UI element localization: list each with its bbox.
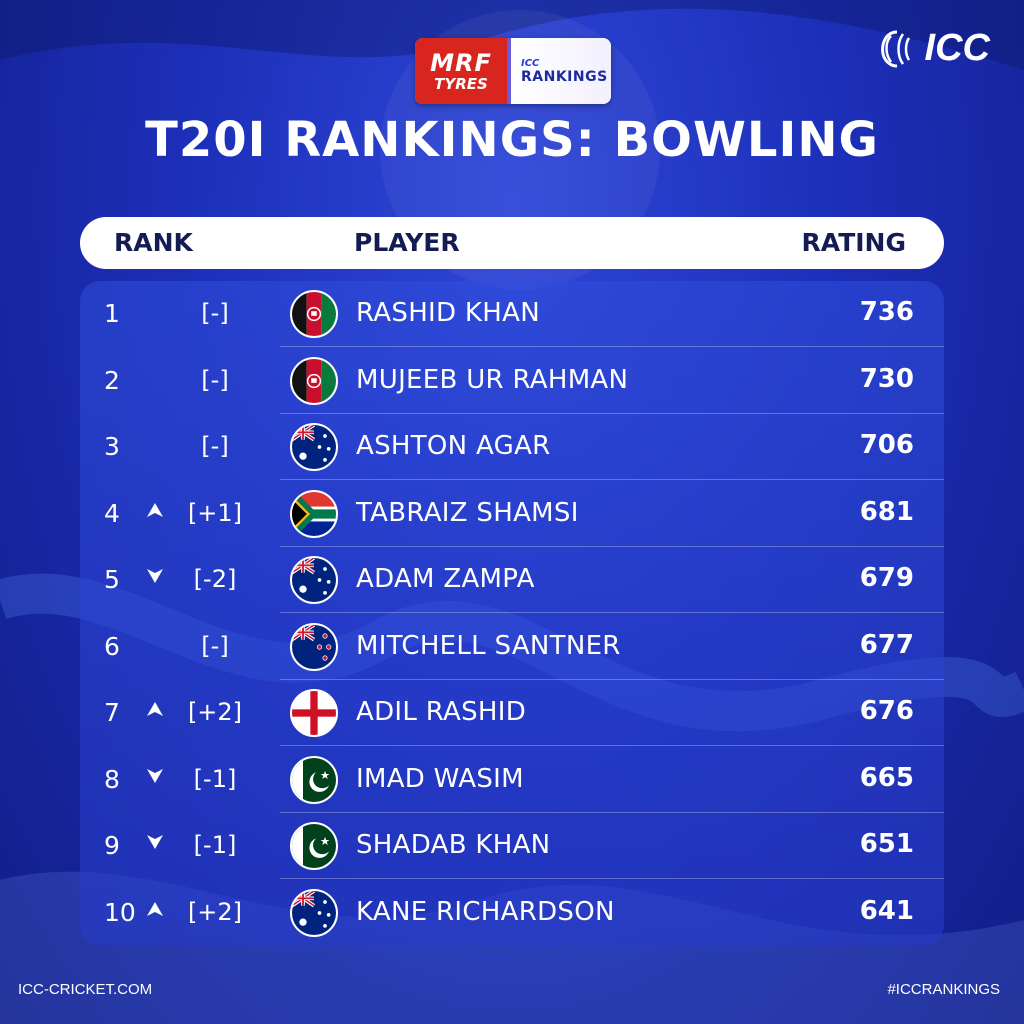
rank-change: [-2] (193, 565, 237, 593)
rank-change: [-] (201, 299, 229, 327)
row-divider (280, 612, 944, 613)
table-row: 8 [-1] IMAD WASIM 665 (80, 747, 944, 813)
row-divider (280, 811, 944, 813)
rank-change: [+2] (187, 698, 243, 726)
row-divider (280, 545, 944, 547)
table-row: 4 [+1] TABRAIZ SHAMSI 681 (80, 481, 944, 547)
rank-change: [+2] (187, 897, 243, 926)
mrf-tyres-logo: MRF TYRES (415, 38, 507, 104)
trend-down-icon (147, 835, 163, 849)
row-divider (280, 479, 944, 480)
rank-change: [-] (201, 432, 229, 460)
trend-down-icon (147, 569, 163, 583)
website-url: ICC-CRICKET.COM (18, 981, 153, 998)
afghanistan-flag-icon (290, 290, 338, 338)
player-name: SHADAB KHAN (356, 830, 551, 860)
player-rating: 641 (859, 895, 914, 926)
player-name: ASHTON AGAR (356, 431, 551, 461)
table-row: 7 [+2] ADIL RASHID 676 (80, 680, 944, 746)
player-rating: 681 (859, 496, 914, 527)
rank-number: 3 (104, 432, 120, 461)
table-row: 10 [+2] KANE RICHARDSON 641 (80, 880, 944, 946)
icc-emblem-icon (880, 30, 910, 68)
england-flag-icon (290, 689, 338, 737)
australia-flag-icon (290, 556, 338, 604)
row-divider (280, 678, 944, 680)
player-rating: 651 (859, 829, 914, 859)
row-divider (280, 346, 944, 347)
icc-rankings-line1: ICC (521, 57, 540, 69)
rank-number: 5 (104, 565, 120, 594)
table-row: 6 [-] MITCHELL SANTNER 677 (80, 614, 944, 680)
row-divider (280, 412, 944, 414)
player-rating: 676 (859, 696, 914, 726)
mrf-brand-text: MRF (430, 48, 492, 77)
table-row: 3 [-] ASHTON AGAR 706 (80, 414, 944, 480)
player-name: MUJEEB UR RAHMAN (356, 364, 629, 395)
row-divider (280, 745, 944, 746)
table-header: RANK PLAYER RATING (80, 217, 944, 269)
pakistan-flag-icon (290, 822, 338, 870)
icc-logo: ICC (875, 26, 990, 69)
player-name: IMAD WASIM (356, 763, 524, 794)
player-rating: 706 (859, 430, 914, 460)
sponsor-logo: MRF TYRES ICC RANKINGS (415, 38, 611, 104)
player-rating: 665 (859, 762, 914, 793)
header-rating: RATING (801, 228, 906, 257)
player-rating: 736 (859, 297, 914, 327)
table-row: 5 [-2] ADAM ZAMPA 679 (80, 547, 944, 613)
trend-up-icon (147, 702, 163, 716)
icc-rankings-line2: RANKINGS (521, 68, 608, 85)
player-rating: 730 (859, 363, 914, 394)
icc-logo-text: ICC (924, 26, 990, 69)
rank-number: 7 (104, 698, 120, 727)
header-player: PLAYER (354, 228, 460, 257)
rank-number: 10 (104, 897, 136, 927)
pakistan-flag-icon (290, 755, 338, 804)
afghanistan-flag-icon (290, 356, 338, 405)
table-row: 1 [-] RASHID KHAN 736 (80, 281, 944, 347)
icc-rankings-logo: ICC RANKINGS (507, 38, 611, 104)
player-name: KANE RICHARDSON (356, 896, 615, 927)
hashtag: #ICCRANKINGS (887, 981, 1000, 998)
player-rating: 677 (859, 629, 914, 660)
trend-down-icon (147, 768, 163, 783)
rank-number: 9 (104, 831, 120, 860)
rank-number: 8 (104, 764, 120, 794)
player-name: TABRAIZ SHAMSI (356, 497, 579, 528)
rankings-table: 1 [-] RASHID KHAN 736 2 [-] MUJEEB UR RAHMAN 73… (80, 281, 944, 945)
rank-change: [-1] (193, 764, 237, 793)
rank-change: [+1] (187, 498, 243, 527)
new-zealand-flag-icon (290, 622, 338, 671)
rank-change: [-] (201, 365, 229, 394)
south-africa-flag-icon (290, 489, 338, 538)
player-name: RASHID KHAN (356, 298, 540, 328)
table-row: 2 [-] MUJEEB UR RAHMAN 730 (80, 348, 944, 414)
rank-number: 2 (104, 365, 120, 395)
header-rank: RANK (114, 228, 193, 257)
rank-number: 4 (104, 498, 120, 528)
australia-flag-icon (290, 423, 338, 471)
trend-up-icon (147, 901, 163, 916)
rank-change: [-1] (193, 831, 237, 859)
australia-flag-icon (290, 888, 338, 937)
rank-number: 6 (104, 631, 120, 661)
mrf-tyres-text: TYRES (434, 74, 488, 93)
trend-up-icon (147, 502, 163, 517)
player-name: ADAM ZAMPA (356, 564, 535, 594)
row-divider (280, 878, 944, 879)
rank-number: 1 (104, 299, 120, 328)
player-name: MITCHELL SANTNER (356, 630, 621, 661)
player-name: ADIL RASHID (356, 697, 527, 727)
page-title: T20I RANKINGS: BOWLING (145, 112, 879, 168)
rank-change: [-] (201, 631, 229, 660)
player-rating: 679 (859, 563, 914, 593)
table-row: 9 [-1] SHADAB KHAN 651 (80, 813, 944, 879)
